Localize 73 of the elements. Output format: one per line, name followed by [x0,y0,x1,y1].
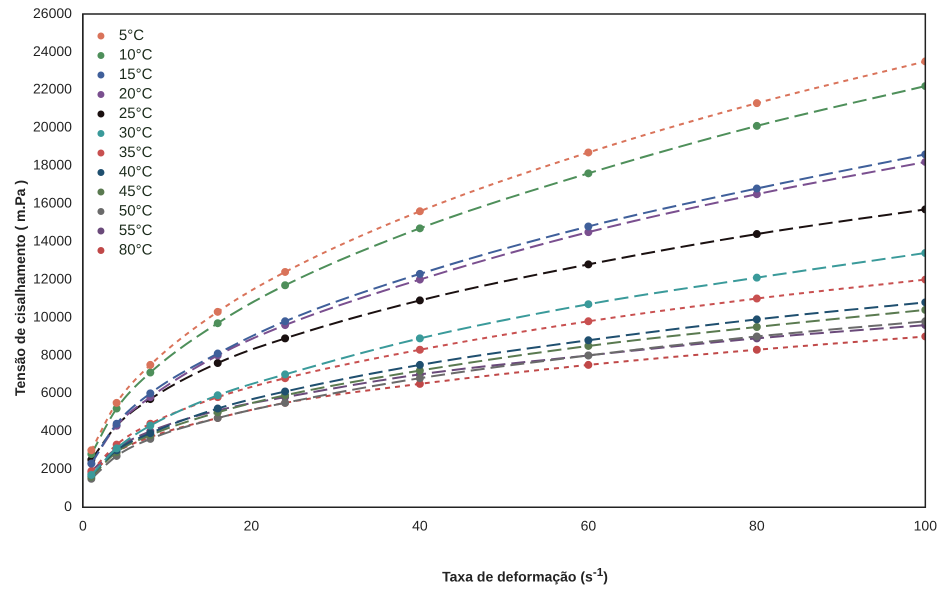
y-tick-label: 6000 [40,384,72,400]
legend-label: 25°C [118,105,153,122]
point [281,317,290,326]
y-tick-label: 18000 [32,156,72,173]
point [752,294,761,303]
x-tick-label: 60 [580,517,596,534]
point [146,360,154,369]
y-tick-label: 14000 [32,232,72,248]
legend-label: 40°C [118,164,153,181]
point [281,370,290,378]
y-tick-label: 16000 [32,194,72,211]
y-tick-label: 0 [64,498,72,514]
point [584,336,592,344]
point [584,360,592,369]
legend-label: 10°C [118,46,153,64]
point [584,222,592,230]
point [281,334,290,342]
y-tick-label: 12000 [32,270,72,286]
point [281,281,290,290]
x-tick-label: 40 [412,517,428,534]
y-tick-label: 20000 [32,118,72,135]
legend-label: 55°C [118,222,153,240]
x-tick-label: 80 [749,517,765,534]
point [416,346,424,354]
y-tick-label: 24000 [32,42,72,59]
y-tick-label: 2000 [40,460,72,476]
point [416,224,424,232]
point [584,169,592,178]
legend-label: 80°C [118,242,153,259]
y-tick-label: 10000 [32,308,72,324]
point [112,398,121,407]
point [416,374,424,382]
point [752,346,761,354]
point [416,207,424,216]
point [752,274,761,282]
legend-label: 5°C [118,27,144,44]
point [146,389,154,398]
point [87,446,96,454]
legend-label: 35°C [118,144,153,162]
point [752,184,761,193]
point [214,359,222,368]
point [584,148,592,156]
point [584,260,592,268]
y-tick-label: 22000 [32,80,72,97]
point [416,360,424,369]
x-tick-label: 20 [244,517,260,534]
x-axis-title: Taxa de deformação (s$^{-1}$) [441,566,609,585]
y-tick-label: 4000 [40,422,72,438]
legend-label: 50°C [118,202,153,220]
legend-label: 15°C [118,66,153,84]
point [281,387,290,396]
point [752,322,761,331]
point [214,319,222,328]
y-tick-label: 8000 [40,346,72,362]
x-tick-label: 0 [79,517,88,534]
legend-label: 30°C [118,124,153,142]
point [281,268,290,276]
point [752,315,761,324]
point [416,296,424,304]
point [752,230,761,238]
y-axis-title: Tensão de cisalhamento ( m.Pa ) [12,178,28,398]
point [214,308,222,316]
point [416,334,424,342]
point [416,270,424,278]
point [584,300,592,308]
legend-label: 45°C [118,183,153,200]
point [146,368,154,377]
x-tick-label: 100 [914,517,938,534]
legend-label: 20°C [118,86,153,103]
point [752,99,761,108]
point [584,317,592,326]
y-tick-label: 26000 [32,4,72,21]
point [752,122,761,130]
